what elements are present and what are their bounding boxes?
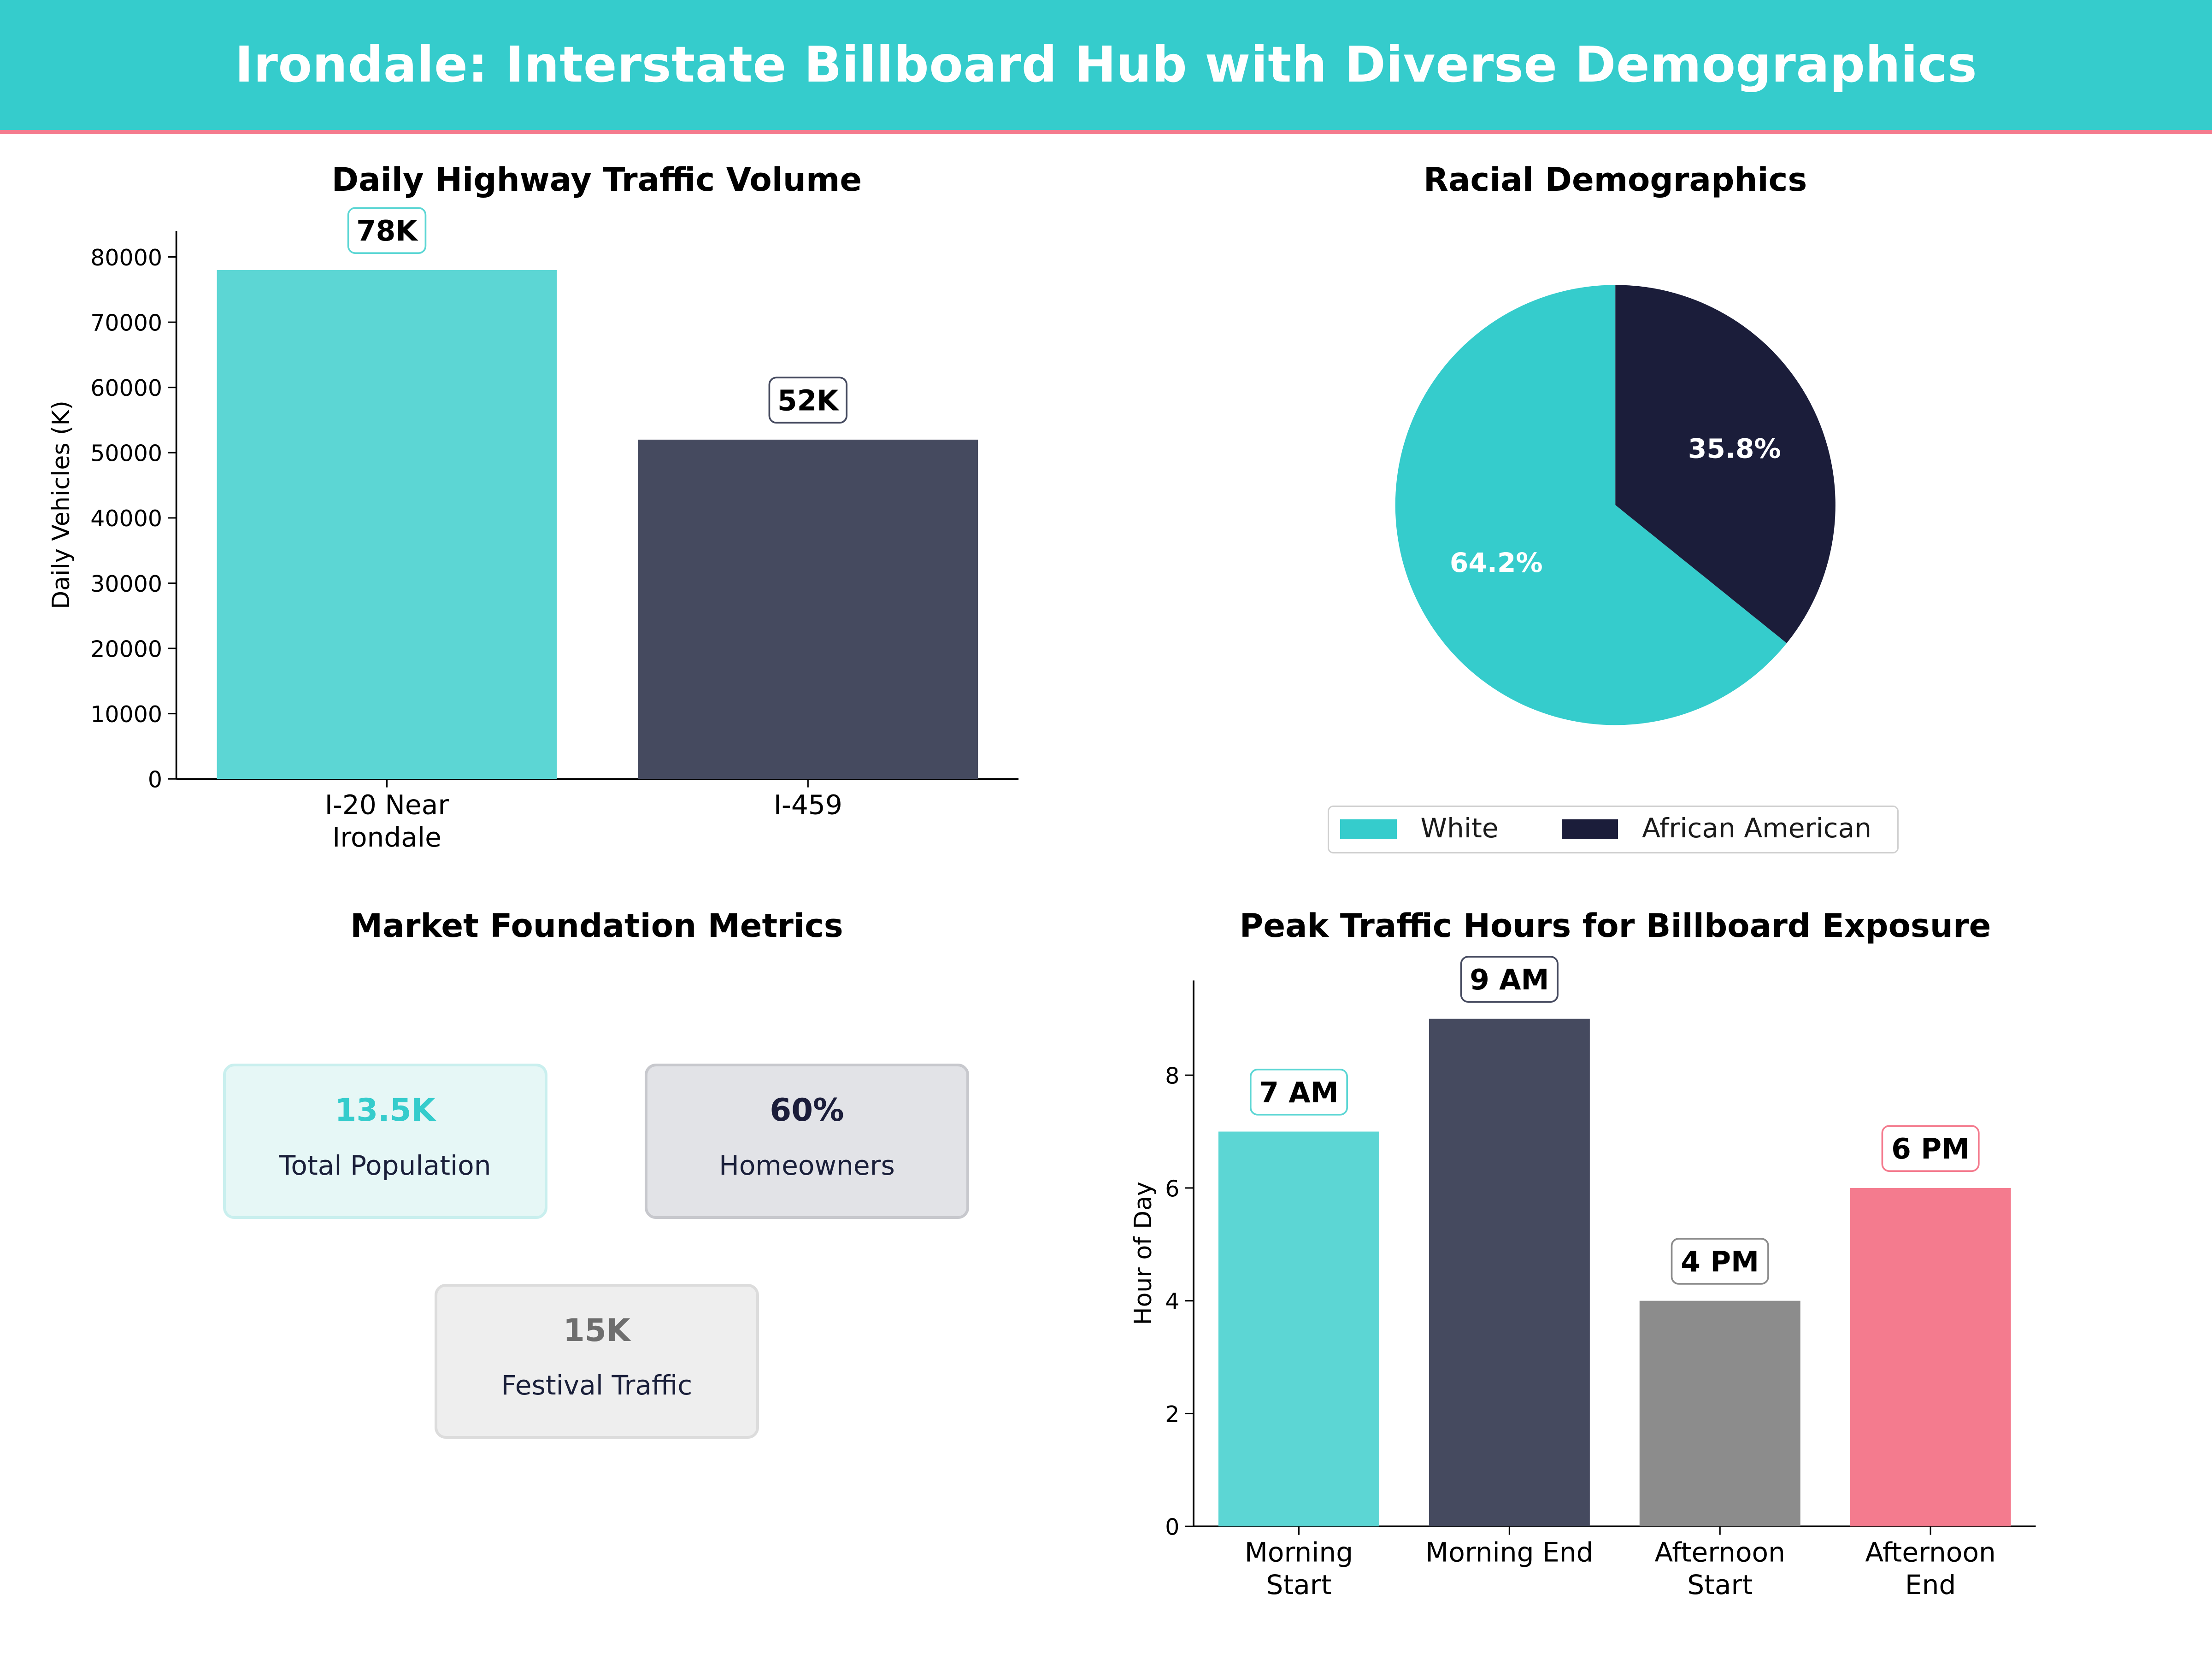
x-tick-label: Afternoon — [1654, 1537, 1785, 1568]
metric-value: 60% — [770, 1092, 844, 1129]
x-tick-label: I-20 Near — [325, 789, 449, 820]
metric-value: 15K — [563, 1312, 630, 1348]
metric-label: Total Population — [279, 1149, 491, 1181]
y-tick-label: 0 — [1165, 1514, 1179, 1541]
y-tick-label: 6 — [1165, 1176, 1179, 1202]
legend-label-white: White — [1420, 812, 1499, 844]
data-label: 7 AM — [1259, 1077, 1338, 1109]
x-tick-label: Morning — [1244, 1537, 1353, 1568]
data-label-box — [768, 377, 848, 424]
data-label: 78K — [356, 215, 418, 247]
peak-hours-chart-title: Peak Traffic Hours for Billboard Exposur… — [1239, 907, 1991, 945]
metric-label: Festival Traffic — [501, 1370, 693, 1401]
y-tick-label: 10000 — [90, 701, 162, 728]
legend-label-african-american: African American — [1642, 812, 1872, 844]
metric-label: Homeowners — [719, 1149, 895, 1181]
bar — [1218, 1131, 1379, 1527]
x-tick-label: Start — [1266, 1569, 1331, 1600]
x-tick-label: Afternoon — [1865, 1537, 1996, 1568]
legend-swatch-white — [1340, 819, 1397, 840]
data-label-box — [1881, 1125, 1980, 1172]
data-label-box — [1460, 956, 1559, 1003]
x-tick-label: Irondale — [332, 822, 441, 853]
y-tick-label: 20000 — [90, 636, 162, 662]
data-label: 4 PM — [1681, 1246, 1759, 1278]
data-label-box — [1671, 1238, 1769, 1285]
y-tick-label: 80000 — [90, 245, 162, 271]
x-tick-label: End — [1905, 1569, 1956, 1600]
y-tick-label: 8 — [1165, 1063, 1179, 1089]
demographics-pie-chart: 64.2% 35.8% — [1395, 285, 1835, 725]
bar — [1850, 1188, 2011, 1527]
y-tick-label: 0 — [148, 766, 162, 793]
metrics-title: Market Foundation Metrics — [350, 907, 843, 945]
y-axis-label: Daily Vehicles (K) — [47, 400, 75, 609]
pie-legend: White African American — [1327, 805, 1899, 854]
bar — [217, 270, 557, 779]
y-tick-label: 2 — [1165, 1401, 1179, 1428]
title-banner: Irondale: Interstate Billboard Hub with … — [0, 0, 2212, 134]
metric-card-homeowners: 60% Homeowners — [644, 1064, 970, 1219]
y-tick-label: 4 — [1165, 1288, 1179, 1315]
traffic-bar-chart: 0 10000 20000 30000 40000 50000 60000 70000 8000… — [47, 206, 1019, 853]
pie-data-label: 35.8% — [1688, 433, 1781, 465]
data-label: 52K — [777, 384, 840, 417]
data-label: 9 AM — [1470, 964, 1549, 996]
x-tick-label: I-459 — [774, 789, 842, 820]
x-tick-label: Morning End — [1425, 1537, 1593, 1568]
legend-swatch-african-american — [1561, 819, 1618, 840]
traffic-chart-title: Daily Highway Traffic Volume — [331, 160, 862, 199]
bar — [638, 439, 978, 779]
y-tick-label: 50000 — [90, 440, 162, 466]
y-tick-label: 70000 — [90, 310, 162, 336]
demographics-chart-title: Racial Demographics — [1423, 160, 1807, 199]
y-tick-label: 40000 — [90, 506, 162, 532]
metric-card-festival-traffic: 15K Festival Traffic — [434, 1283, 759, 1439]
page-title: Irondale: Interstate Billboard Hub with … — [235, 36, 1977, 94]
y-tick-label: 30000 — [90, 571, 162, 597]
bar — [1429, 1018, 1590, 1527]
x-tick-label: Start — [1687, 1569, 1753, 1600]
y-tick-label: 60000 — [90, 375, 162, 401]
y-axis-label: Hour of Day — [1130, 1182, 1157, 1325]
data-label: 6 PM — [1891, 1133, 1970, 1165]
metric-value: 13.5K — [335, 1092, 435, 1129]
pie-slice — [1395, 285, 1787, 725]
pie-data-label: 64.2% — [1450, 547, 1543, 578]
data-label-box — [347, 206, 427, 254]
pie-slice — [1615, 285, 1835, 643]
bar — [1639, 1300, 1800, 1527]
metric-card-population: 13.5K Total Population — [223, 1064, 547, 1219]
data-label-box — [1249, 1068, 1348, 1116]
